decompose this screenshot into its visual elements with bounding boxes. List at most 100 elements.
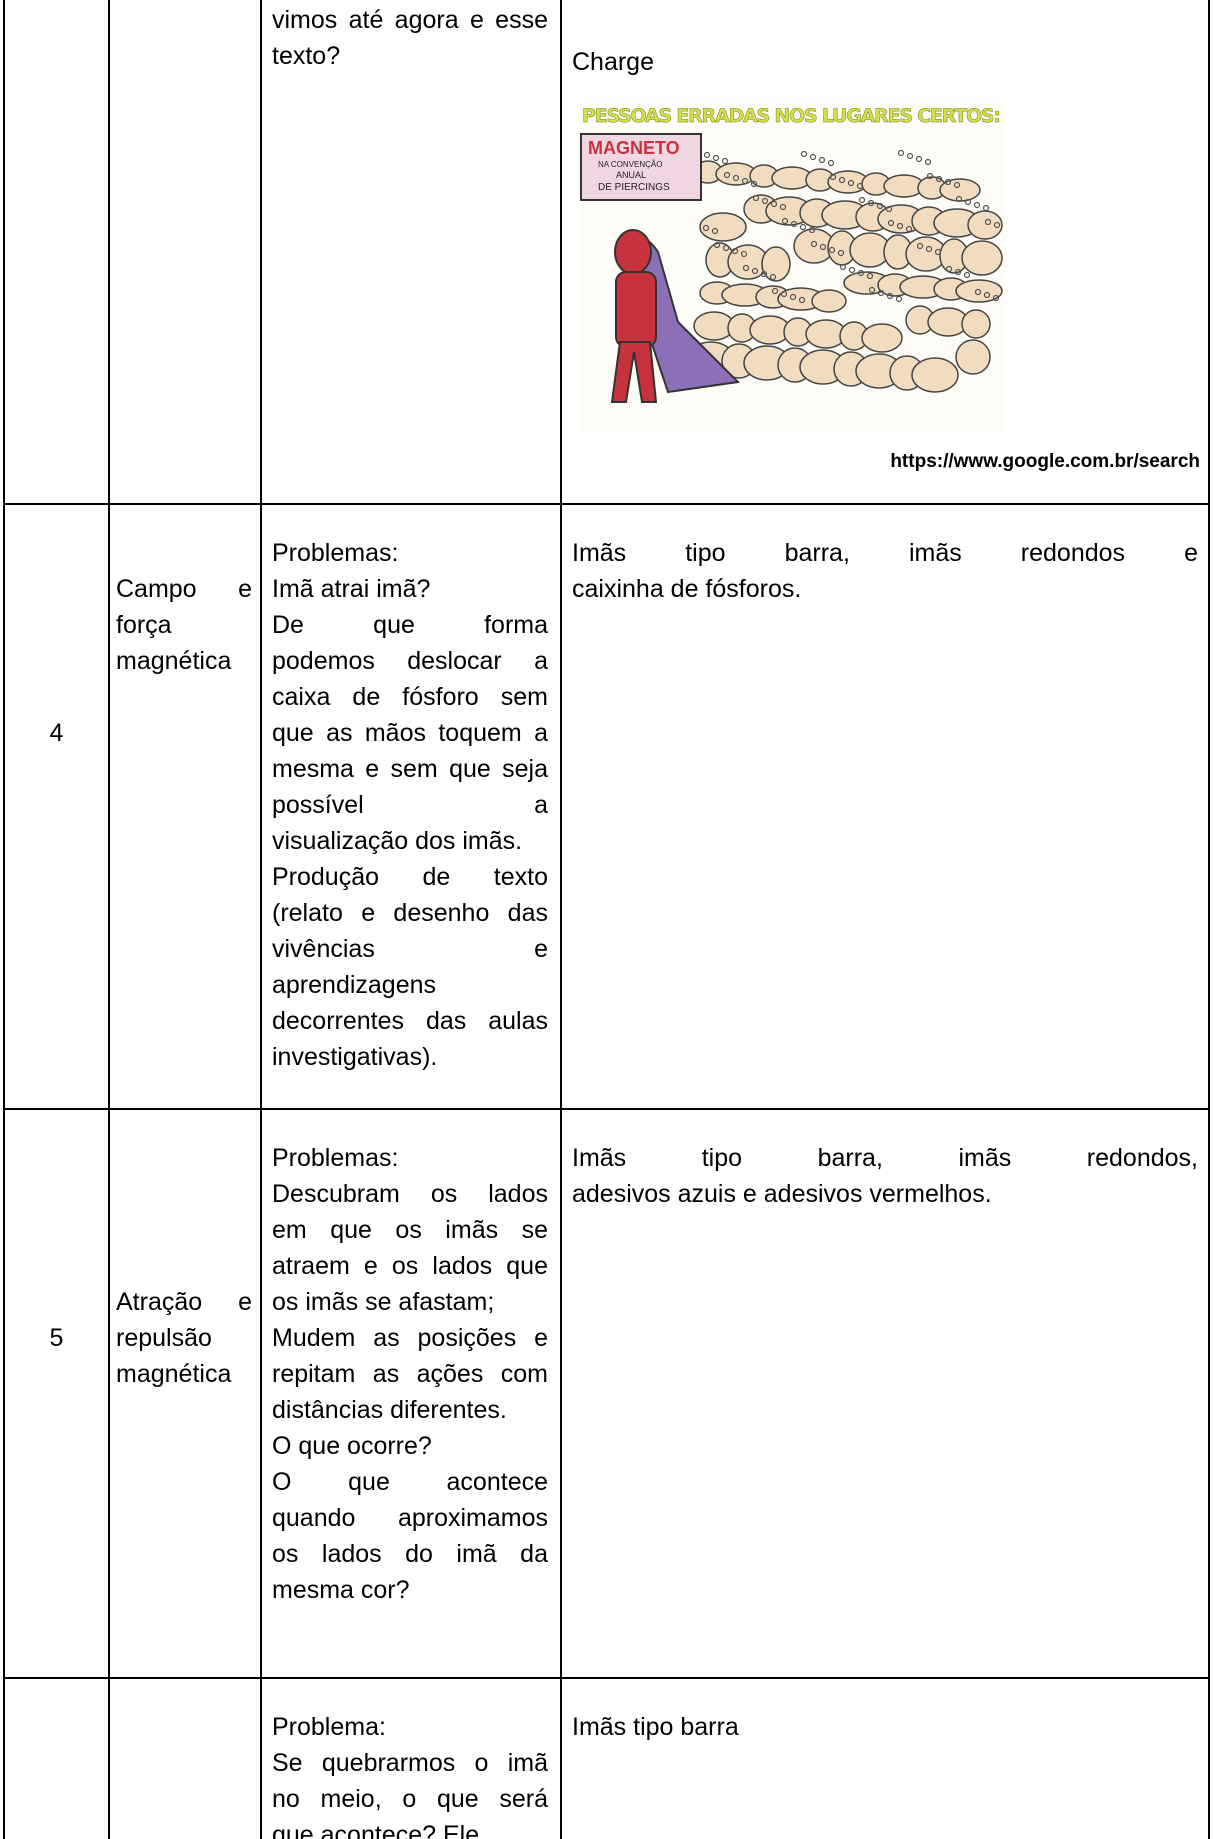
cartoon-shape [906,152,914,160]
cartoon-shape [887,219,895,227]
cartoon-shape [580,133,702,201]
cartoon-shape [934,248,942,256]
cartoon-sign-text: NA CONVENÇÃO [598,160,662,169]
cartoon-shape [740,250,748,258]
table-border [1208,0,1210,1839]
table-border [3,503,1210,505]
problem-text: repitam as ações com [272,1360,548,1388]
cartoon-shape [973,201,981,209]
cartoon-sign-text: DE PIERCINGS [598,182,670,193]
materials-label: Charge [572,48,654,76]
problem-text: podemos deslocar a [272,647,548,675]
cartoon-shape [857,269,865,277]
problem-text: visualização dos imãs. [272,827,523,855]
table-border [3,1108,1210,1110]
cartoon-shape [992,294,1000,302]
cartoon-shape [615,271,657,348]
cartoon-shape [741,177,749,185]
cartoon-shape [868,286,876,294]
problem-text: distâncias diferentes. [272,1396,507,1424]
cartoon-shape [839,263,847,271]
cartoon-shape [769,273,777,281]
row-number: 5 [49,1324,64,1352]
materials-text: adesivos azuis e adesivos vermelhos. [572,1180,992,1208]
cartoon-shape [818,156,826,164]
cartoon-shape [699,212,747,242]
table-border [260,0,262,1839]
cartoon-shape [974,288,982,296]
cartoon-shape [954,268,962,276]
problem-text: Se quebrarmos o imã [272,1749,548,1777]
cartoon-shape [856,182,864,190]
problem-text: mesma e sem que seja [272,755,548,783]
cartoon-shape [713,241,721,249]
cartoon-shape [905,225,913,233]
cartoon-shape [993,221,1001,229]
cartoon-shape [945,265,953,273]
problem-text: decorrentes das aulas [272,1007,548,1035]
problem-text: atraem e os lados que [272,1252,548,1280]
cartoon-shape [867,199,875,207]
cartoon-shape [925,245,933,253]
cartoon-shape [944,178,952,186]
table-border [3,1677,1210,1679]
cartoon-shape [819,243,827,251]
topic-text: Atração e [116,1288,252,1316]
cartoon-shape [723,171,731,179]
problem-text: O que ocorre? [272,1432,432,1460]
problem-text: que as mãos toquem a [272,719,548,747]
cartoon-shape [983,291,991,299]
cartoon-shape [838,176,846,184]
cartoon-shape [967,210,1003,240]
problem-text: os lados do imã da [272,1540,548,1568]
problem-text: texto? [272,42,341,70]
cartoon-shape [811,289,847,313]
image-source: https://www.google.com.br/search [890,451,1200,472]
problem-text: Problema: [272,1713,386,1741]
table-border [108,0,110,1839]
cartoon-shape [781,217,789,225]
cartoon-shape [789,293,797,301]
cartoon-shape [610,341,658,403]
problem-text: possível a [272,791,548,819]
problem-text: em que os imãs se [272,1216,548,1244]
problem-text: De que forma [272,611,548,639]
cartoon-shape [935,175,943,183]
cartoon-shape [712,154,720,162]
cartoon-shape [703,151,711,159]
cartoon-shape [924,158,932,166]
cartoon-shape [848,266,856,274]
problem-text: Mudem as posições e [272,1324,548,1352]
cartoon-shape [895,295,903,303]
cartoon-shape [911,357,959,393]
cartoon-shape [963,271,971,279]
cartoon-shape [961,309,991,339]
cartoon-title: PESSOAS ERRADAS NOS LUGARES CERTOS: [582,105,1001,127]
topic-text: magnética [116,647,232,675]
materials-text: Imãs tipo barra, imãs redondos, [572,1144,1198,1172]
cartoon-shape [761,197,769,205]
cartoon-shape [915,155,923,163]
problem-text: quando aproximamos [272,1504,548,1532]
topic-text: Campo e [116,575,252,603]
cartoon-shape [837,249,845,257]
problem-text: que acontece? Ele [272,1821,480,1839]
table-border [560,0,562,1839]
cartoon-shape [809,153,817,161]
cartoon-shape [751,267,759,275]
row-number: 4 [49,719,64,747]
problem-text: vivências e [272,935,548,963]
cartoon-shape [847,179,855,187]
cartoon-shape [799,223,807,231]
cartoon-shape [953,181,961,189]
cartoon-shape [861,323,903,353]
cartoon-shape [885,205,893,213]
problem-text: investigativas). [272,1043,438,1071]
cartoon-shape [916,242,924,250]
cartoon-shape [984,218,992,226]
cartoon-shape [752,194,760,202]
cartoon-image: PESSOAS ERRADAS NOS LUGARES CERTOS: MAGNE… [578,102,1005,432]
cartoon-shape [876,202,884,210]
cartoon-shape [760,270,768,278]
